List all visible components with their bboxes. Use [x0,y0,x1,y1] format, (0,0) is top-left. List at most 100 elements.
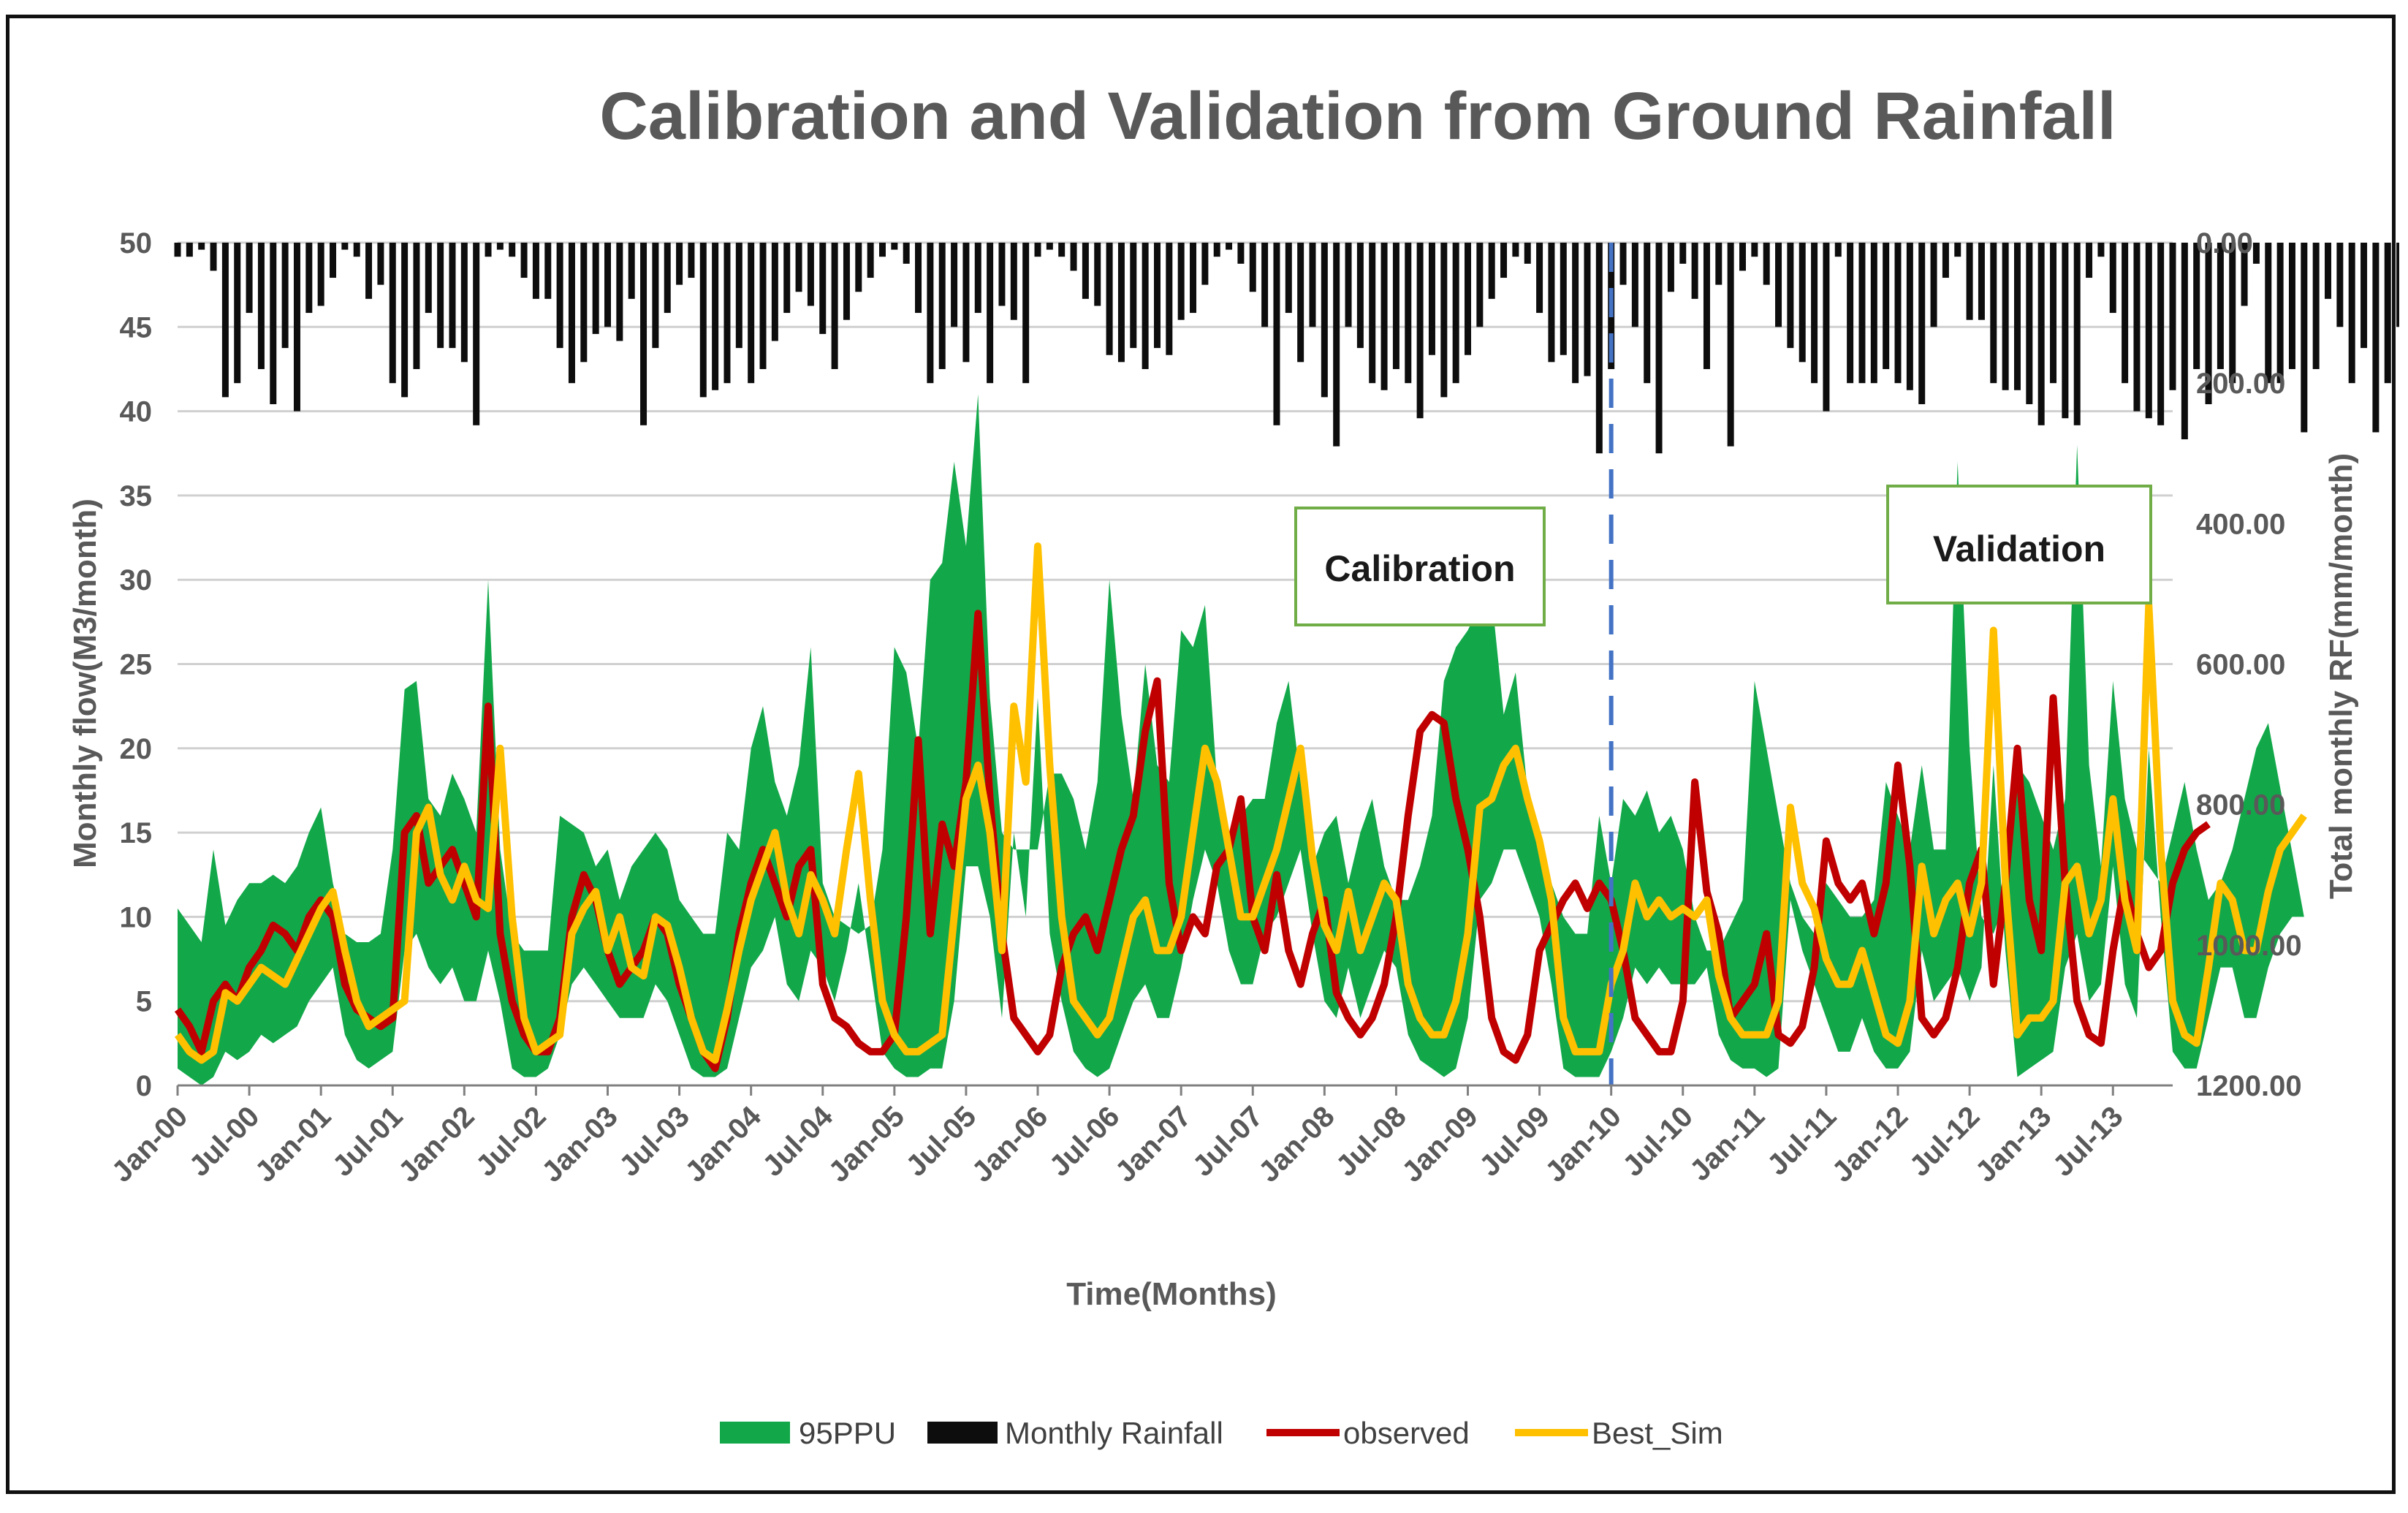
rainfall-bar [664,243,671,314]
rainfall-bar [1572,243,1579,384]
rainfall-bar [1655,243,1663,454]
rainfall-bar [425,243,432,314]
y2-axis-ticks: 0.00 200.00 400.00 600.00 800.00 1000.00 1200.… [2196,227,2302,1102]
rainfall-bar [2109,243,2116,314]
rainfall-bar [1847,243,1854,384]
rainfall-bar [2205,243,2212,404]
rainfall-bar [246,243,253,314]
rainfall-bar [2348,243,2355,384]
rainfall-bar [1715,243,1723,285]
rainfall-bar [604,243,611,327]
rainfall-bar [1751,243,1758,257]
rainfall-bar [1345,243,1352,327]
rainfall-bar [449,243,456,349]
rainfall-bar [580,243,588,363]
rainfall-bar [1763,243,1770,285]
y2-tick-label: 200.00 [2196,368,2285,400]
rainfall-bar [2265,243,2272,384]
chart-title: Calibration and Validation from Ground R… [599,79,2116,153]
rainfall-bar [1679,243,1687,264]
rainfall-bar [210,243,217,271]
rainfall-bar [771,243,778,341]
rainfall-bar [1213,243,1220,257]
rainfall-bar [2086,243,2093,278]
rainfall-bar [1954,243,1961,257]
rainfall-bar [1524,243,1531,264]
rainfall-bar [1392,243,1399,369]
rainfall-bar [1106,243,1113,355]
rainfall-bar [2252,243,2260,264]
rainfall-bar [520,243,528,278]
rainfall-bar [616,243,623,341]
rainfall-bar [2396,243,2399,327]
rainfall-bar [2073,243,2081,425]
rainfall-bar [1046,243,1053,250]
legend-sim-label: Best_Sim [1592,1416,1723,1450]
rainfall-bar [365,243,373,299]
rainfall-bar [855,243,862,292]
rainfall-bar [1560,243,1567,355]
rainfall-bar [1500,243,1508,278]
rainfall-bar [174,243,181,257]
rainfall-bar [843,243,850,320]
legend-ppu-label: 95PPU [799,1416,896,1450]
y-tick-label: 15 [120,817,153,849]
rainfall-bar [1870,243,1877,384]
rainfall-bar [270,243,277,404]
rainfall-bar [1094,243,1101,306]
rainfall-bar [234,243,241,384]
rainfall-bar [2372,243,2379,433]
rainfall-bar [2133,243,2141,412]
chart-svg: Calibration and Validation from Ground R… [67,79,2399,1450]
rainfall-bar [413,243,420,369]
rainfall-bar [1226,243,1233,250]
rainfall-bar [1285,243,1292,314]
rainfall-bar [1190,243,1197,314]
rainfall-bar [2276,243,2284,384]
rainfall-bar [1321,243,1328,398]
y-axis-ticks: 0 5 10 15 20 25 30 35 40 45 50 [120,227,153,1102]
rainfall-bar [2288,243,2295,369]
rainfall-bar [831,243,838,369]
y2-tick-label: 0.00 [2196,227,2253,259]
rainfall-bar [1465,243,1472,355]
rainfall-bar [2169,243,2176,390]
rainfall-bar [317,243,324,306]
rainfall-bar [2360,243,2368,349]
rainfall-bar [1309,243,1316,327]
rainfall-bar [496,243,504,250]
rainfall-bar [568,243,575,384]
rainfall-bar [1405,243,1412,384]
rainfall-bar [2336,243,2344,327]
rainfall-bar [281,243,289,349]
rainfall-bar [1906,243,1913,390]
rainfall-bar [1775,243,1782,327]
rainfall-bar [1619,243,1627,285]
rainfall-bar [1584,243,1591,376]
rainfall-bar [819,243,827,334]
rainfall-bar [460,243,468,363]
rainfall-bar [2026,243,2033,404]
rainfall-bar [377,243,384,285]
validation-box [1886,485,2152,604]
rainfall-bar [891,243,898,250]
x-tick-label: Jan-05 [822,1100,911,1188]
rainfall-bar [962,243,970,363]
rainfall-bar [688,243,695,278]
rainfall-bars [174,243,2399,454]
rainfall-bar [640,243,647,425]
rainfall-bar [1476,243,1484,327]
x-tick-label: Jan-02 [392,1100,481,1188]
rainfall-bar [2193,243,2200,369]
rainfall-bar [2062,243,2069,419]
rainfall-bar [2097,243,2105,257]
rainfall-bar [1787,243,1794,349]
rainfall-bar [2122,243,2129,384]
rainfall-bar [1667,243,1674,292]
rainfall-bar [1070,243,1077,271]
y2-tick-label: 1200.00 [2196,1070,2302,1102]
y-axis-label: Monthly flow(M3/month) [67,498,103,868]
rainfall-bar [1942,243,1949,278]
rainfall-bar [2145,243,2152,419]
rainfall-bar [676,243,683,285]
